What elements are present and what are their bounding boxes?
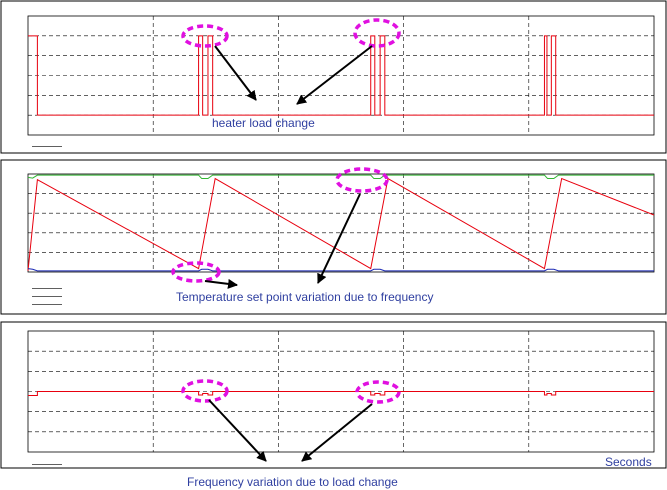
panel-active-power	[27, 15, 655, 147]
highlight-ellipse	[355, 380, 401, 404]
annotation-frequency-variation: Frequency variation due to load change	[187, 475, 398, 489]
series-line	[27, 268, 654, 272]
series-line	[28, 391, 654, 397]
annotation-seconds: Seconds	[605, 455, 652, 469]
annotation-overlay	[171, 18, 401, 462]
annotation-arrow	[317, 193, 361, 284]
panel-1-frame	[0, 0, 667, 154]
panel-3-frame	[0, 321, 667, 469]
highlight-ellipse	[181, 379, 229, 403]
annotation-heater-load-change: heater load change	[212, 116, 315, 130]
highlight-ellipse	[171, 261, 221, 283]
annotation-temperature-setpoint: Temperature set point variation due to f…	[176, 290, 433, 304]
plot-area	[27, 173, 655, 273]
highlight-ellipse	[335, 167, 389, 193]
series-line	[27, 174, 654, 180]
highlight-ellipse	[353, 18, 401, 48]
annotation-arrow	[208, 399, 267, 462]
panel-temperature	[27, 173, 655, 305]
annotation-arrow	[296, 45, 373, 105]
highlight-ellipse	[181, 24, 229, 48]
series-line	[27, 177, 655, 271]
series-line	[28, 35, 654, 116]
annotation-arrow	[301, 403, 373, 462]
panel-2-frame	[0, 159, 667, 315]
annotation-arrow	[204, 278, 238, 289]
panel-frequency	[27, 330, 655, 465]
annotation-arrow	[214, 45, 257, 101]
